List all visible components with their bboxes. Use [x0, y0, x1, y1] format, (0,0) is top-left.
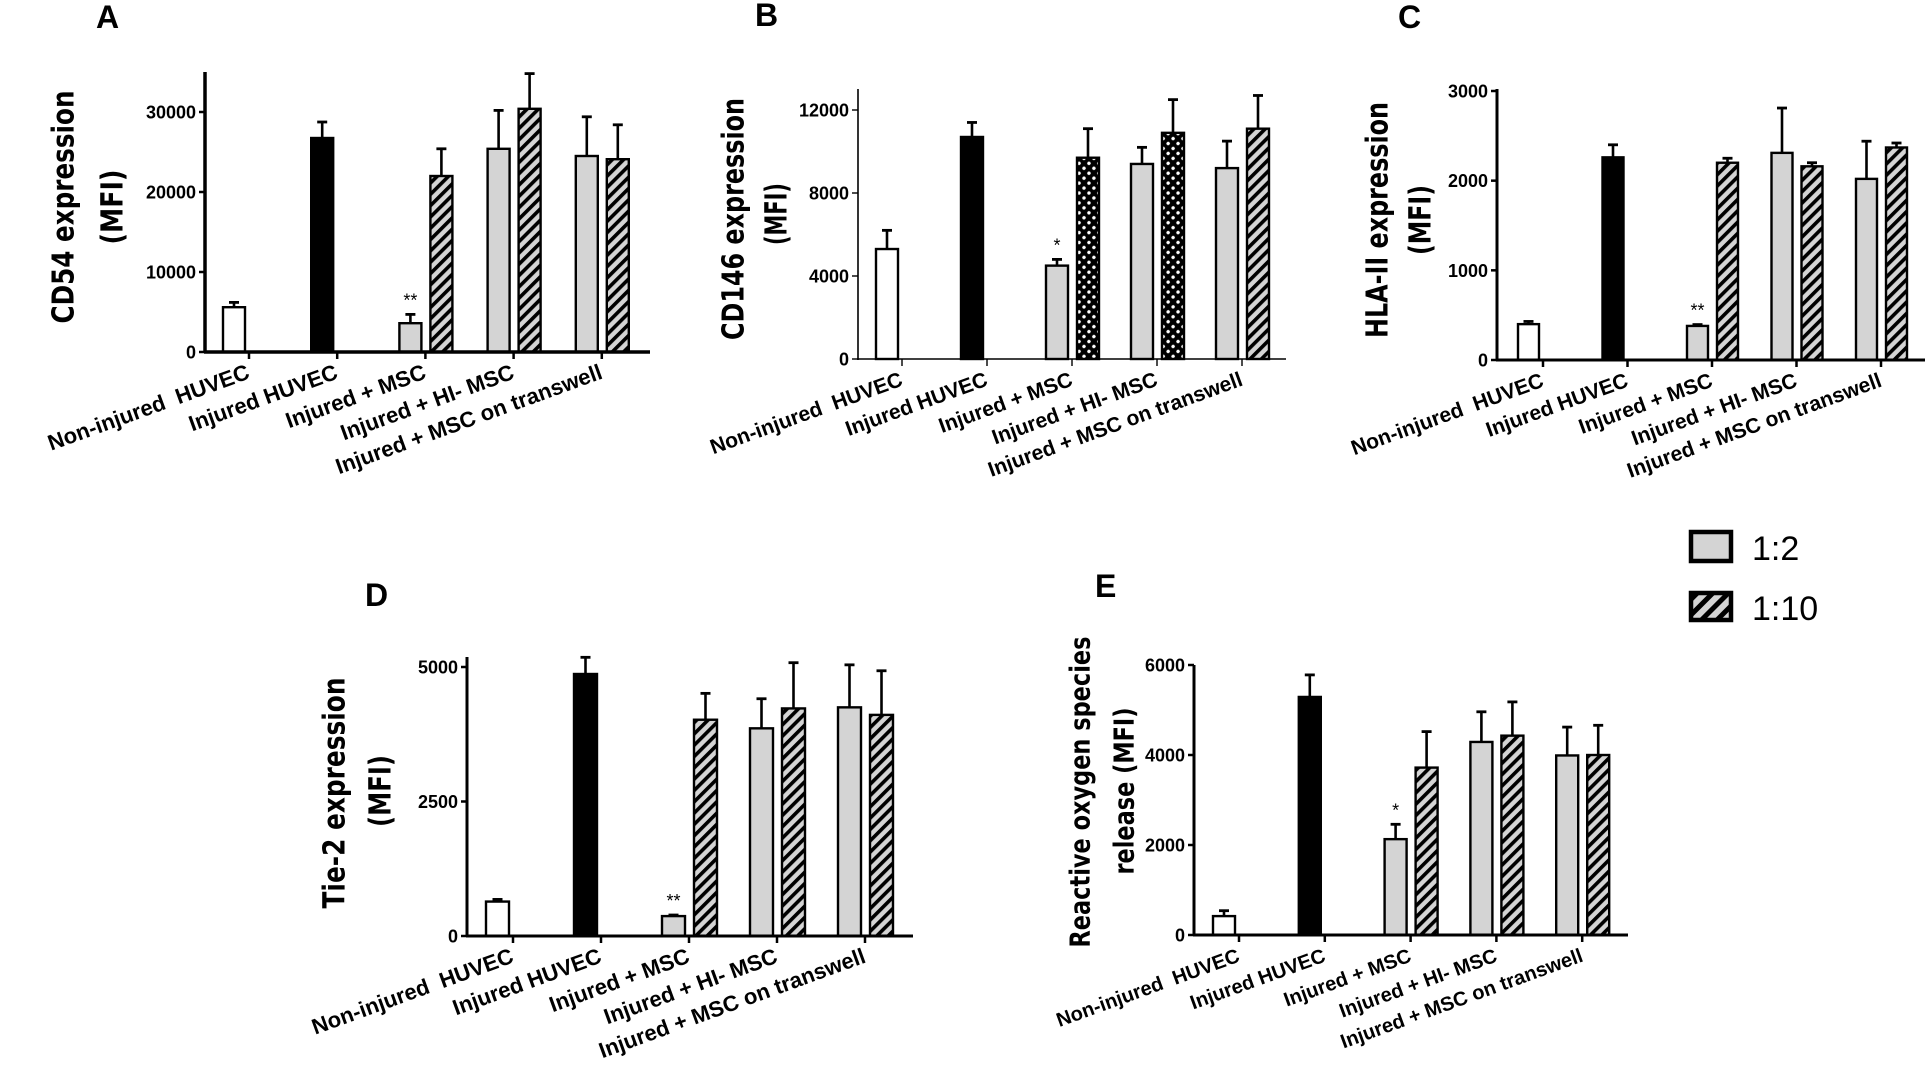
bar-1-2 [1854, 177, 1879, 362]
bar-1-10 [517, 107, 542, 354]
y-tick-label: 8000 [809, 184, 849, 204]
bar-1-2 [1129, 162, 1155, 361]
significance-marker: * [1053, 235, 1060, 255]
bar-control [1516, 322, 1541, 362]
bar-1-2 [1685, 324, 1710, 362]
y-tick-label: 4000 [809, 267, 849, 287]
y-tick-label: 0 [1175, 926, 1185, 946]
bar-1-10 [1500, 734, 1525, 937]
bar-control [310, 136, 335, 354]
legend-swatch-1-10 [1688, 590, 1734, 623]
bar-control [1211, 914, 1237, 937]
panel-letter: D [365, 577, 388, 613]
bar-1-2 [1383, 837, 1408, 937]
y-tick-label: 0 [1478, 351, 1488, 371]
y-axis-label-line: (MFI) [96, 170, 131, 245]
bar-1-10 [1414, 766, 1439, 937]
y-axis-label-line: release (MFI) [1108, 708, 1141, 875]
y-axis-label-line: (MFI) [760, 183, 795, 245]
panel-e: E Reactive oxygen species release (MFI) * 0 2… [1054, 568, 1628, 1053]
bar-1-10 [1075, 156, 1101, 361]
legend-label-1-2: 1:2 [1752, 530, 1799, 568]
y-tick-label: 4000 [1145, 746, 1185, 766]
bar-1-2 [486, 147, 511, 354]
bar-1-10 [1585, 753, 1611, 937]
significance-marker: ** [1690, 301, 1704, 321]
bar-1-2 [1214, 166, 1240, 361]
bar-1-10 [605, 157, 630, 354]
bar-1-2 [1770, 151, 1794, 362]
bar-1-2 [1044, 264, 1070, 361]
bar-1-10 [1715, 161, 1740, 362]
y-axis-label-line: (MFI) [1404, 185, 1439, 255]
legend: 1:2 1:10 [1688, 529, 1818, 628]
y-tick-label: 3000 [1448, 82, 1488, 102]
panel-letter: E [1095, 568, 1116, 604]
significance-marker: * [1392, 800, 1399, 820]
bar-1-2 [660, 914, 687, 938]
bar-1-2 [574, 154, 599, 354]
panel-letter: A [96, 0, 119, 35]
bar-1-2 [748, 727, 775, 938]
bar-control [959, 135, 985, 361]
y-tick-label: 2000 [1145, 836, 1185, 856]
bar-control [572, 672, 599, 938]
y-axis-label-line: CD146 expression [717, 98, 752, 340]
bar-1-2 [398, 322, 423, 354]
bar-1-10 [692, 718, 719, 938]
bar-control [1601, 156, 1625, 362]
bar-control [1297, 695, 1323, 937]
significance-marker: ** [403, 290, 417, 310]
y-tick-label: 6000 [1145, 656, 1185, 676]
bar-1-10 [1245, 127, 1271, 361]
y-tick-label: 12000 [799, 101, 849, 121]
y-tick-label: 5000 [418, 658, 458, 678]
y-axis-label-line: Reactive oxygen species [1064, 637, 1097, 948]
y-tick-label: 30000 [146, 103, 196, 123]
bar-1-10 [780, 707, 807, 938]
y-tick-label: 0 [448, 927, 458, 947]
bar-control [484, 900, 511, 938]
y-tick-label: 10000 [146, 263, 196, 283]
bar-1-10 [1160, 131, 1186, 361]
legend-label-1-10: 1:10 [1752, 590, 1818, 628]
bar-1-2 [1554, 754, 1580, 937]
panel-letter: B [755, 0, 778, 33]
bar-1-10 [868, 713, 895, 938]
significance-marker: ** [666, 891, 680, 911]
panel-letter: C [1398, 0, 1421, 35]
y-tick-label: 20000 [146, 183, 196, 203]
bar-1-10 [429, 174, 454, 354]
bar-control [874, 247, 900, 361]
y-axis-label-line: (MFI) [364, 755, 399, 827]
bar-control [221, 306, 247, 354]
y-tick-label: 1000 [1448, 261, 1488, 281]
y-tick-label: 2500 [418, 792, 458, 812]
y-axis-label-line: Tie-2 expression [318, 678, 353, 909]
bar-1-2 [1469, 740, 1494, 937]
y-tick-label: 2000 [1448, 171, 1488, 191]
bar-1-10 [1800, 165, 1824, 362]
bar-1-10 [1884, 146, 1909, 362]
bar-1-2 [836, 706, 863, 938]
y-tick-label: 0 [839, 350, 849, 370]
y-tick-label: 0 [186, 343, 196, 363]
legend-swatch-1-2 [1688, 529, 1734, 564]
y-axis-label-line: CD54 expression [47, 91, 82, 324]
y-axis-label-line: HLA-II expression [1361, 102, 1396, 338]
